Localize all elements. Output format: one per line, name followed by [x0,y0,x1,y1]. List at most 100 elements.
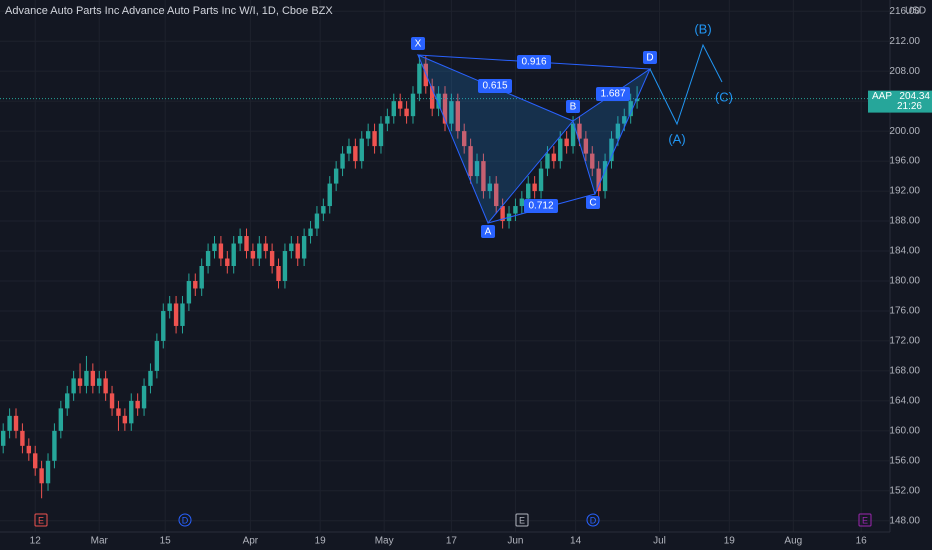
candle-body [39,468,44,484]
candle-body [462,131,467,147]
candle-body [7,415,12,431]
x-tick-label: 14 [570,536,582,547]
candle-body [308,228,313,237]
point-box [566,100,580,113]
countdown-label: 21:26 [897,101,922,112]
x-tick-label: Jul [653,536,666,547]
candle-body [494,183,499,207]
candle-body [359,138,364,162]
candle-body [404,108,409,117]
candle-body [602,161,608,192]
ratio-box [596,87,630,101]
y-tick-label: 184.00 [889,246,920,257]
candle-body [570,123,576,147]
candle-body [410,93,416,117]
candle-body [244,236,249,252]
candle-body [269,251,275,266]
x-tick-label: May [375,536,394,547]
event-label: E [38,515,44,525]
candle-body [340,153,345,169]
candle-body [615,123,621,139]
candle-body [327,183,332,207]
candle-body [141,385,147,409]
candle-body [97,378,102,386]
x-tick-label: Jun [507,536,523,547]
candle-body [590,153,595,169]
candle-body [122,415,128,424]
candle-body [526,183,531,199]
candle-body [455,101,461,132]
candle-body [500,206,505,222]
candle-body [634,98,640,102]
candle-body [333,168,339,184]
candle-body [622,116,627,124]
candle-body [90,370,96,386]
candle-body [558,138,563,162]
candle-body [205,251,211,266]
candle-body [148,370,153,386]
y-tick-label: 148.00 [889,515,920,526]
candle-body [109,393,115,409]
event-label: E [862,515,868,525]
candle-body [250,251,256,259]
candle-body [365,131,371,139]
candle-body [385,116,390,124]
candle-body [442,93,448,124]
candle-body [397,101,403,109]
event-marker [586,513,600,527]
candle-body [378,123,384,147]
candle-body [474,161,480,177]
candle-body [180,303,185,326]
y-tick-label: 200.00 [889,126,920,137]
ratio-label: 0.615 [482,81,507,92]
y-tick-label: 156.00 [889,455,920,466]
candle-body [103,378,108,394]
candle-body [538,168,544,192]
y-tick-label: 164.00 [889,396,920,407]
x-tick-label: 16 [856,536,868,547]
point-box [411,37,425,50]
candle-body [65,393,70,409]
currency-label: USD [905,6,926,17]
candle-body [154,340,160,371]
candle-body [263,243,268,252]
point-label: D [646,53,653,64]
y-tick-label: 176.00 [889,306,920,317]
candle-body [231,243,236,266]
x-tick-label: 15 [160,536,172,547]
point-box [481,225,495,238]
wave-label: (A) [668,131,685,146]
event-marker [178,513,192,527]
candle-body [167,303,172,311]
candle-body [449,101,454,124]
candle-body [468,146,473,177]
candle-body [161,310,166,341]
candle-body [135,400,140,409]
elliott-projection [649,43,723,126]
candle-body [301,236,307,259]
y-tick-label: 188.00 [889,216,920,227]
ratio-box [524,199,558,213]
y-tick-label: 180.00 [889,276,920,287]
event-label: D [590,515,597,525]
ratio-label: 1.687 [600,89,625,100]
last-price-box [868,90,932,113]
x-tick-label: Apr [243,536,259,547]
point-label: A [485,227,492,238]
candle-body [186,280,192,304]
candle-body [577,123,582,139]
candle-body [13,415,19,431]
y-tick-label: 168.00 [889,366,920,377]
candle-body [628,101,633,117]
y-tick-label: 172.00 [889,336,920,347]
candle-body [45,460,51,484]
candle-body [583,138,589,154]
event-label: E [519,515,525,525]
candle-body [429,86,435,109]
candle-body [225,258,230,266]
candle-body [532,183,537,192]
ratio-label: 0.916 [521,57,546,68]
y-tick-label: 196.00 [889,156,920,167]
